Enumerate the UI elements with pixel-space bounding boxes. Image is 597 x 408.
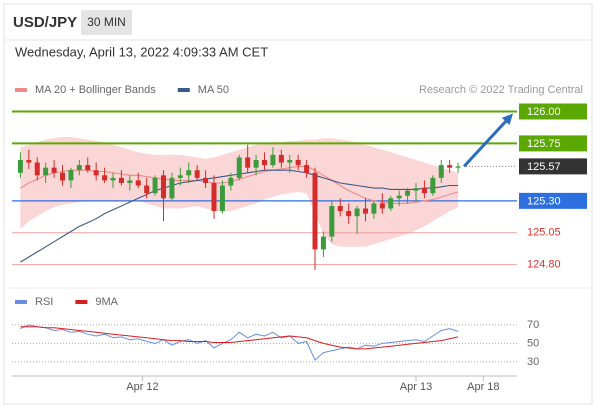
projection-arrowhead — [501, 113, 513, 125]
candle-body — [110, 177, 116, 181]
legend-label: 9MA — [95, 296, 118, 308]
level-box — [519, 192, 587, 209]
indicator-line — [20, 326, 459, 350]
y-tick-label: 70 — [527, 319, 539, 331]
candle-body — [219, 185, 225, 212]
level-label: 126.00 — [527, 106, 561, 118]
candle-body — [93, 170, 99, 176]
candle-body — [51, 167, 57, 173]
candle-body — [85, 165, 91, 171]
candle-body — [43, 167, 49, 176]
x-tick-label: Apr 13 — [400, 381, 432, 393]
level-label: 125.75 — [527, 138, 561, 150]
candle-body — [161, 175, 166, 199]
candle-body — [203, 177, 209, 183]
candle-body — [312, 172, 318, 250]
candle-body — [144, 185, 150, 194]
candle-body — [262, 160, 267, 166]
candle-body — [405, 190, 411, 196]
x-tick-label: Apr 12 — [126, 381, 158, 393]
candle-body — [438, 165, 444, 178]
legend-swatch — [15, 300, 27, 304]
candle-body — [287, 160, 293, 163]
candle-body — [278, 154, 284, 163]
legend-label: RSI — [35, 296, 53, 308]
candle-body — [17, 160, 23, 173]
candle-body — [118, 177, 124, 183]
candle-body — [329, 205, 335, 237]
candle-body — [236, 157, 242, 178]
legend-swatch — [15, 88, 27, 92]
level-label: 124.80 — [527, 259, 561, 271]
candle-body — [211, 182, 217, 212]
candle-body — [60, 172, 65, 181]
candle-body — [304, 165, 310, 173]
candle-body — [68, 170, 74, 181]
legend-label: MA 50 — [198, 84, 229, 96]
candle-body — [379, 203, 385, 209]
level-box — [519, 135, 587, 152]
legend-swatch — [177, 88, 190, 92]
indicator-line — [20, 324, 459, 361]
candle-body — [135, 180, 141, 186]
candle-body — [34, 162, 40, 176]
candle-body — [421, 188, 427, 194]
candle-body — [388, 198, 394, 209]
candle-body — [26, 160, 32, 163]
y-tick-label: 50 — [527, 337, 539, 349]
legend-swatch — [75, 300, 88, 304]
candle-body — [413, 188, 419, 191]
candle-body — [169, 177, 175, 199]
candle-body — [194, 170, 200, 178]
candle-body — [371, 203, 377, 214]
level-label: 125.30 — [527, 195, 561, 207]
candle-body — [152, 177, 158, 194]
candle-body — [295, 160, 301, 166]
candle-body — [186, 170, 192, 176]
legend-label: MA 20 + Bollinger Bands — [35, 84, 156, 96]
timestamp: Wednesday, April 13, 2022 4:09:33 AM CET — [15, 44, 268, 59]
projection-arrow — [462, 118, 509, 168]
candle-body — [396, 195, 402, 199]
level-box — [519, 103, 587, 120]
candle-body — [228, 177, 234, 186]
candle-body — [127, 180, 133, 183]
source: Research © 2022 Trading Central — [419, 84, 583, 96]
x-tick-label: Apr 18 — [467, 381, 499, 393]
candle-body — [363, 208, 368, 214]
interval-badge — [81, 10, 132, 35]
candle-body — [76, 165, 82, 171]
candle-body — [430, 177, 436, 194]
candle-body — [337, 205, 343, 212]
candle-body — [447, 165, 453, 168]
candle-body — [102, 175, 108, 181]
candle-body — [320, 236, 326, 250]
interval: 30 MIN — [87, 15, 126, 29]
candle-body — [177, 175, 183, 178]
candle-body — [455, 166, 461, 168]
frame — [3, 3, 593, 405]
candle-body — [346, 211, 352, 217]
candle-body — [354, 208, 360, 217]
candle-body — [245, 157, 251, 168]
candle-body — [253, 160, 259, 168]
candle-body — [270, 154, 276, 166]
y-tick-label: 30 — [527, 356, 539, 368]
level-box — [519, 158, 587, 175]
level-label: 125.05 — [527, 227, 561, 239]
level-label: 125.57 — [527, 161, 561, 173]
symbol: USD/JPY — [13, 14, 77, 31]
